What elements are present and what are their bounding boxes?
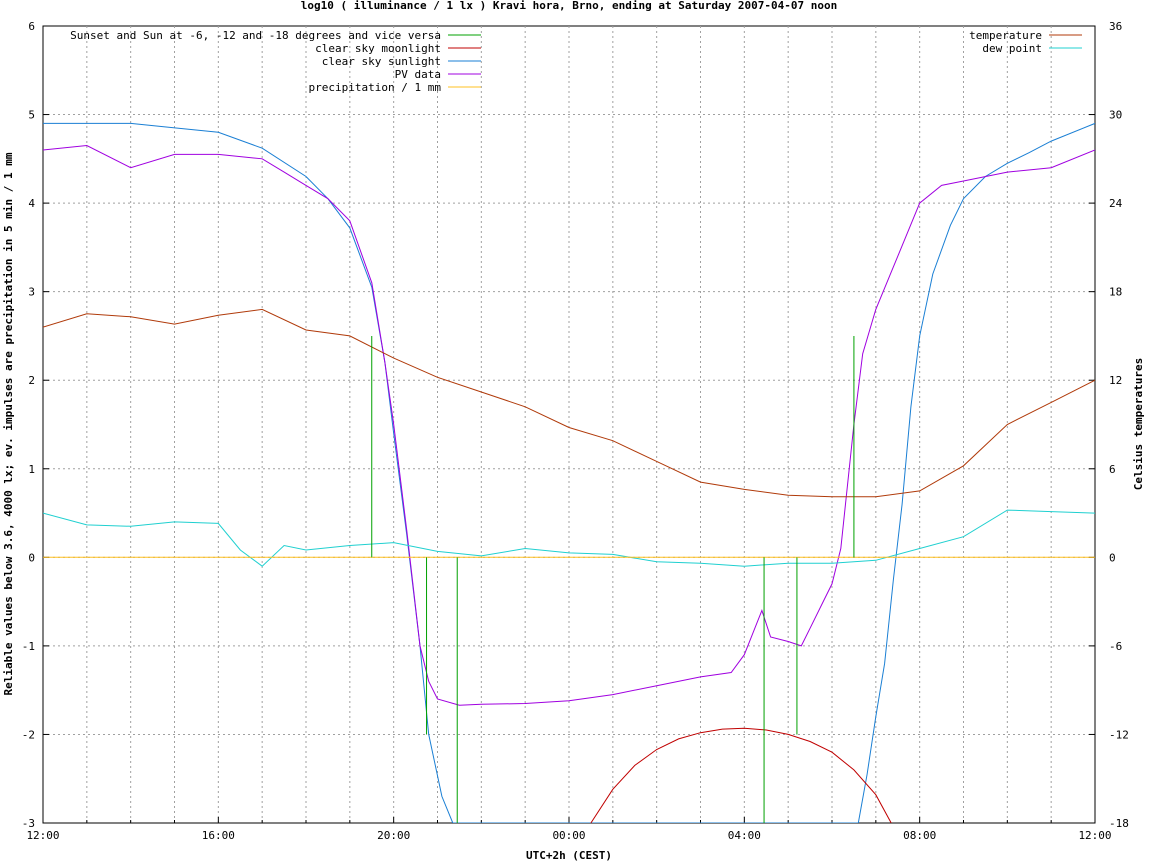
y-tick-label: 0 — [28, 551, 35, 564]
y-tick-label: -2 — [22, 728, 35, 741]
impulse-layer — [371, 335, 855, 823]
y2-tick-label: 6 — [1109, 463, 1116, 476]
y2-tick-label: 0 — [1109, 551, 1116, 564]
legend-label: temperature — [969, 29, 1042, 42]
legend-label: clear sky moonlight — [315, 42, 441, 55]
series-clear-sky-moonlight — [590, 727, 892, 823]
y-tick-label: 4 — [28, 197, 35, 210]
plot-border — [42, 25, 1096, 824]
y-tick-label: 5 — [28, 109, 35, 122]
x-tick-label: 16:00 — [202, 829, 235, 842]
legend-label: clear sky sunlight — [322, 55, 441, 68]
legend-label: Sunset and Sun at -6, -12 and -18 degree… — [70, 29, 441, 42]
y-tick-label: 3 — [28, 286, 35, 299]
y-axis-label: Reliable values below 3.6, 4000 lx; ev. … — [2, 152, 15, 695]
legend: Sunset and Sun at -6, -12 and -18 degree… — [70, 29, 1082, 94]
y-tick-label: 2 — [28, 374, 35, 387]
y-tick-label: 6 — [28, 20, 35, 33]
x-tick-label: 12:00 — [26, 829, 59, 842]
y2-tick-label: 36 — [1109, 20, 1122, 33]
series-clear-sky-sunlight — [43, 122, 1095, 823]
x-tick-label: 00:00 — [552, 829, 585, 842]
y2-tick-label: -6 — [1109, 640, 1122, 653]
y-tick-label: -1 — [22, 640, 35, 653]
y2-tick-label: -18 — [1109, 817, 1129, 830]
y2-tick-label: 30 — [1109, 109, 1122, 122]
y2-tick-label: 18 — [1109, 286, 1122, 299]
chart-title: log10 ( illuminance / 1 lx ) Kravi hora,… — [301, 0, 837, 12]
grid — [43, 26, 1095, 823]
y-tick-label: -3 — [22, 817, 35, 830]
series-layer — [43, 122, 1095, 823]
y-tick-label: 1 — [28, 463, 35, 476]
y2-tick-label: 12 — [1109, 374, 1122, 387]
legend-label: PV data — [395, 68, 441, 81]
series-temperature — [43, 308, 1095, 498]
y2-tick-label: 24 — [1109, 197, 1123, 210]
x-tick-label: 20:00 — [377, 829, 410, 842]
x-tick-label: 04:00 — [728, 829, 761, 842]
x-tick-label: 12:00 — [1078, 829, 1111, 842]
legend-label: precipitation / 1 mm — [309, 81, 442, 94]
legend-label: dew point — [982, 42, 1042, 55]
series-dew-point — [43, 509, 1095, 567]
series-pv-data — [43, 144, 1095, 706]
y2-tick-label: -12 — [1109, 728, 1129, 741]
y2-axis-label: Celsius temperatures — [1132, 358, 1145, 490]
x-tick-label: 08:00 — [903, 829, 936, 842]
x-axis-label: UTC+2h (CEST) — [526, 849, 612, 862]
